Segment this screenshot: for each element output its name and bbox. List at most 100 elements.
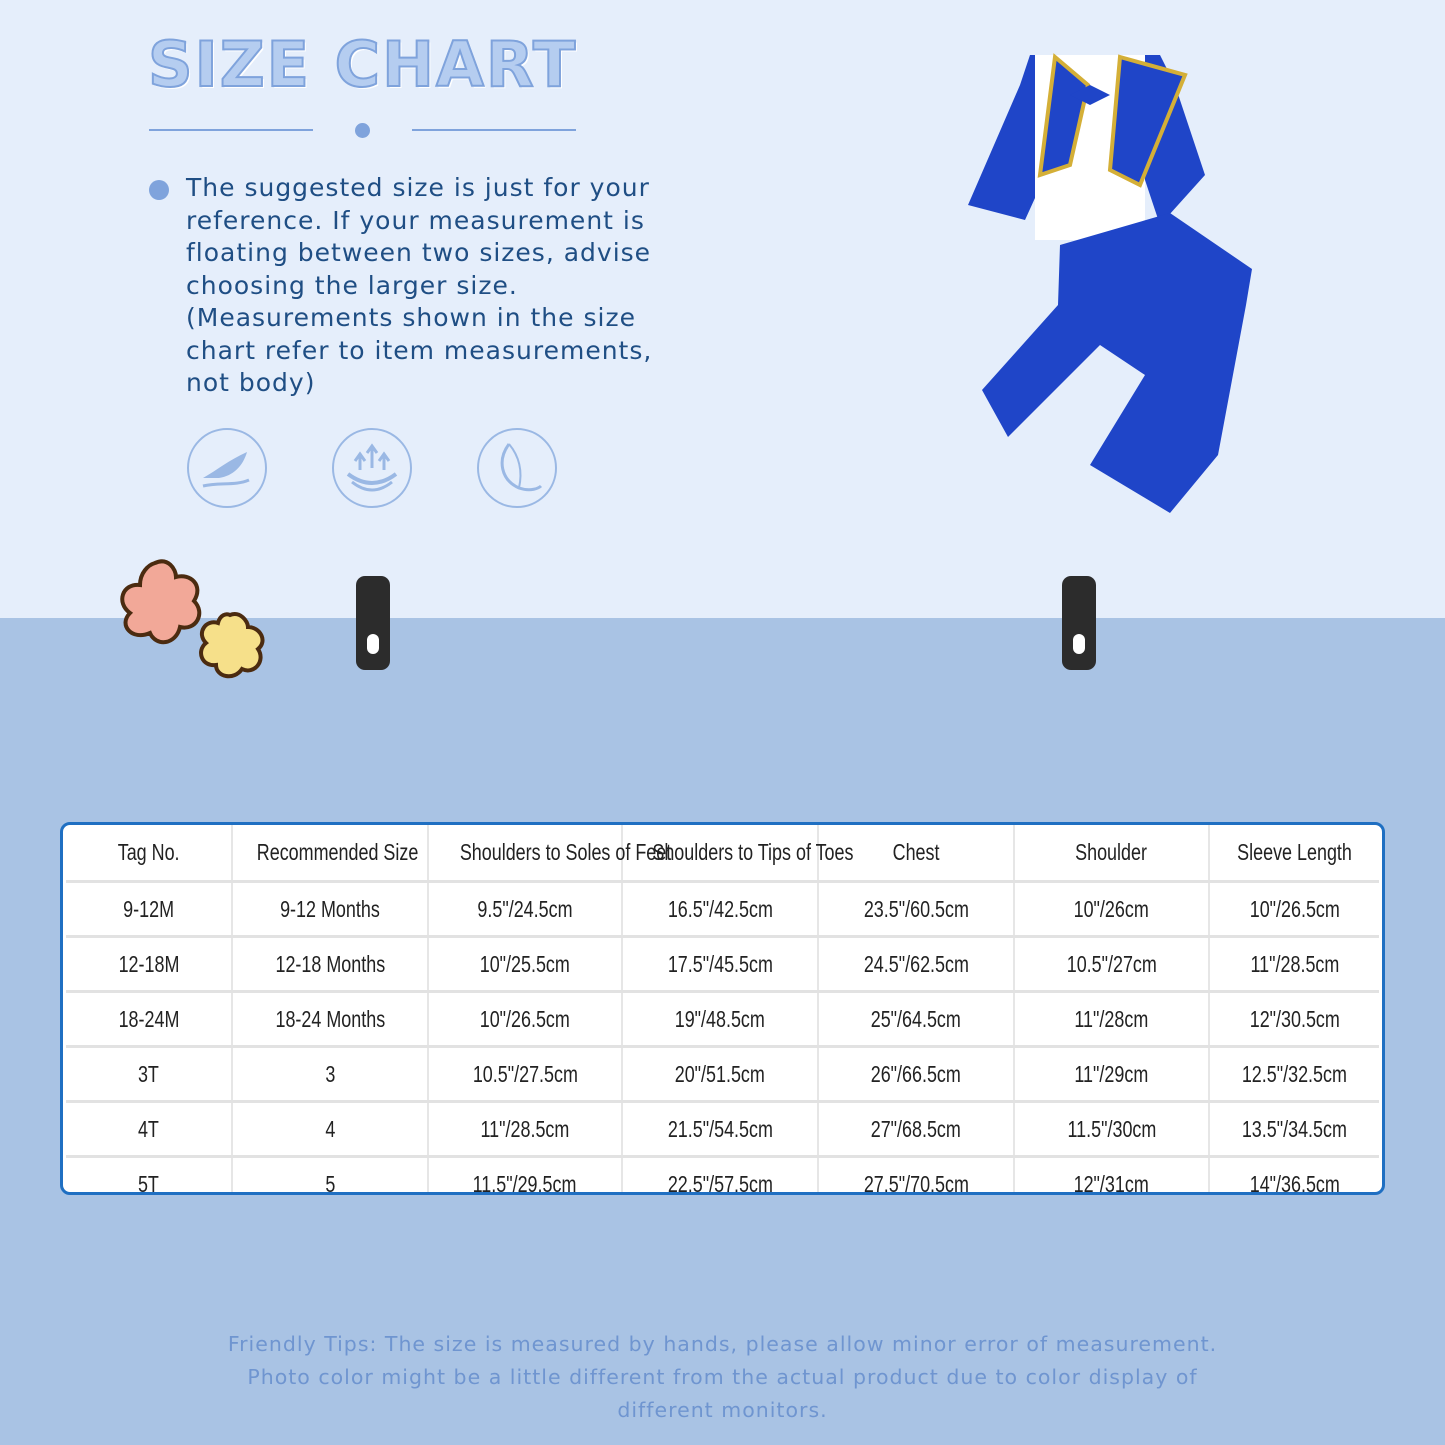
cell-value: 3T: [138, 1060, 159, 1087]
table-cell: 11"/28.5cm: [428, 1100, 623, 1157]
cell-value: 27.5"/70.5cm: [863, 1170, 969, 1195]
title-divider-left: [149, 129, 313, 131]
table-cell: 21.5"/54.5cm: [622, 1100, 819, 1157]
table-cell: 4: [232, 1100, 429, 1157]
table-cell: 20"/51.5cm: [622, 1045, 819, 1102]
table-row: 3T 3 10.5"/27.5cm 20"/51.5cm 26"/66.5cm 11"/2…: [66, 1045, 1379, 1102]
page-title: SIZE CHART: [147, 27, 578, 102]
table-header-row: Tag No. Recommended Size Shoulders to So…: [66, 825, 1379, 882]
table-cell: 12"/31cm: [1014, 1155, 1210, 1195]
title-divider-dot: [355, 123, 370, 138]
header-shoulders-to-toes: Shoulders to Tips of Toes: [622, 825, 853, 882]
table-cell: 24.5"/62.5cm: [818, 935, 1015, 992]
cell-value: 10"/25.5cm: [479, 950, 571, 977]
cell-value: 5T: [138, 1170, 159, 1195]
table-cell: 26"/66.5cm: [818, 1045, 1015, 1102]
flower-stickers: [120, 559, 265, 679]
breathable-arrows-icon: [332, 428, 412, 508]
header-tag-no: Tag No.: [66, 825, 233, 882]
table-row: 12-18M 12-18 Months 10"/25.5cm 17.5"/45.5cm…: [66, 935, 1379, 992]
table-cell: 4T: [66, 1100, 233, 1157]
cell-value: 12-18M: [118, 950, 179, 977]
table-cell: 13.5"/34.5cm: [1209, 1100, 1379, 1157]
cell-value: 16.5"/42.5cm: [667, 895, 773, 922]
cell-value: 9-12M: [123, 895, 174, 922]
table-cell: 10.5"/27cm: [1014, 935, 1210, 992]
cell-value: 12.5"/32.5cm: [1241, 1060, 1348, 1087]
cell-value: 12-18 Months: [275, 950, 385, 977]
cell-value: 5: [325, 1170, 335, 1195]
table-cell: 18-24 Months: [232, 990, 429, 1047]
table-cell: 5: [232, 1155, 429, 1195]
size-chart-table: Tag No. Recommended Size Shoulders to So…: [60, 822, 1385, 1195]
table-cell: 22.5"/57.5cm: [622, 1155, 819, 1195]
table-row: 5T 5 11.5"/29.5cm 22.5"/57.5cm 27.5"/70.5cm 1…: [66, 1155, 1379, 1195]
tips-line: different monitors.: [617, 1398, 828, 1422]
table-cell: 19"/48.5cm: [622, 990, 819, 1047]
cell-value: 11"/28.5cm: [480, 1115, 570, 1142]
table-cell: 14"/36.5cm: [1209, 1155, 1379, 1195]
cell-value: 11.5"/30cm: [1067, 1115, 1156, 1142]
header-chest: Chest: [818, 825, 1015, 882]
table-cell: 12"/30.5cm: [1209, 990, 1379, 1047]
cell-value: 9-12 Months: [280, 895, 380, 922]
cell-value: 14"/36.5cm: [1249, 1170, 1340, 1195]
tips-line: Photo color might be a little different …: [247, 1365, 1198, 1389]
table-cell: 27"/68.5cm: [818, 1100, 1015, 1157]
cell-value: 27"/68.5cm: [870, 1115, 962, 1142]
table-cell: 9-12M: [66, 880, 233, 937]
cell-value: 3: [325, 1060, 335, 1087]
binder-clip-right: [1062, 576, 1096, 670]
hand-feather-icon: [187, 428, 267, 508]
table-row: 4T 4 11"/28.5cm 21.5"/54.5cm 27"/68.5cm 11.5"…: [66, 1100, 1379, 1157]
cell-value: 19"/48.5cm: [674, 1005, 766, 1032]
table-cell: 10"/26cm: [1014, 880, 1210, 937]
cell-value: 25"/64.5cm: [870, 1005, 962, 1032]
table-cell: 11"/28cm: [1014, 990, 1210, 1047]
cell-value: 11.5"/29.5cm: [473, 1170, 577, 1195]
table-cell: 10"/26.5cm: [1209, 880, 1379, 937]
cell-value: 10"/26.5cm: [1249, 895, 1340, 922]
bullet-dot: [149, 180, 169, 200]
cell-value: 10"/26.5cm: [479, 1005, 571, 1032]
table-cell: 12.5"/32.5cm: [1209, 1045, 1379, 1102]
cell-value: 9.5"/24.5cm: [477, 895, 573, 922]
cell-value: 18-24M: [118, 1005, 179, 1032]
table-cell: 3: [232, 1045, 429, 1102]
feather-icon: [477, 428, 557, 508]
cell-value: 10.5"/27cm: [1066, 950, 1157, 977]
cell-value: 22.5"/57.5cm: [667, 1170, 773, 1195]
product-suit-image: [968, 53, 1252, 513]
friendly-tips: Friendly Tips: The size is measured by h…: [0, 1328, 1445, 1427]
header-shoulder: Shoulder: [1014, 825, 1210, 882]
table-cell: 10.5"/27.5cm: [428, 1045, 623, 1102]
cell-value: 23.5"/60.5cm: [863, 895, 969, 922]
tips-line: Friendly Tips: The size is measured by h…: [227, 1332, 1218, 1356]
cell-value: 13.5"/34.5cm: [1241, 1115, 1348, 1142]
cell-value: 12"/31cm: [1073, 1170, 1150, 1195]
cell-value: 20"/51.5cm: [674, 1060, 766, 1087]
table-cell: 11"/28.5cm: [1209, 935, 1379, 992]
table-row: 9-12M 9-12 Months 9.5"/24.5cm 16.5"/42.5cm 2…: [66, 880, 1379, 937]
table-cell: 9.5"/24.5cm: [428, 880, 623, 937]
table-row: 18-24M 18-24 Months 10"/26.5cm 19"/48.5cm 25…: [66, 990, 1379, 1047]
table-cell: 11.5"/29.5cm: [428, 1155, 623, 1195]
table-cell: 10"/25.5cm: [428, 935, 623, 992]
header-recommended-size: Recommended Size: [232, 825, 429, 882]
cell-value: 12"/30.5cm: [1249, 1005, 1340, 1032]
table-cell: 9-12 Months: [232, 880, 429, 937]
size-advice-note: The suggested size is just for your refe…: [186, 173, 653, 397]
table-cell: 11"/29cm: [1014, 1045, 1210, 1102]
title-divider-right: [412, 129, 576, 131]
cell-value: 10"/26cm: [1073, 895, 1150, 922]
cell-value: 10.5"/27.5cm: [472, 1060, 578, 1087]
table-cell: 12-18M: [66, 935, 233, 992]
table-cell: 11.5"/30cm: [1014, 1100, 1210, 1157]
cell-value: 24.5"/62.5cm: [863, 950, 969, 977]
header-shoulders-to-soles: Shoulders to Soles of Feet: [428, 825, 671, 882]
table-cell: 27.5"/70.5cm: [818, 1155, 1015, 1195]
cell-value: 4T: [138, 1115, 159, 1142]
table-cell: 16.5"/42.5cm: [622, 880, 819, 937]
table-cell: 17.5"/45.5cm: [622, 935, 819, 992]
table-cell: 12-18 Months: [232, 935, 429, 992]
